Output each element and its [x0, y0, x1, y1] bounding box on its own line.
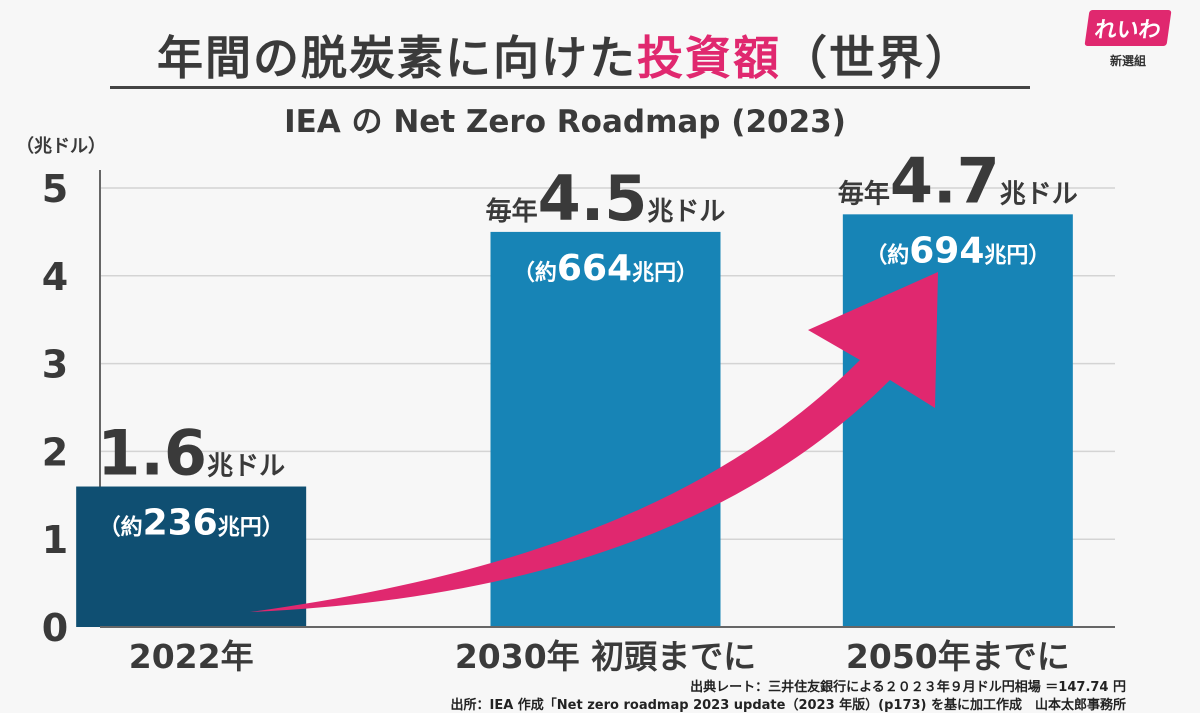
yen-label: （約694兆円） [865, 230, 1050, 271]
yen-label-open: （約 [99, 515, 143, 541]
y-tick-label: 1 [42, 518, 68, 562]
data-label-value: 1.6 [97, 417, 207, 490]
party-logo: れいわ 新選組 [1084, 10, 1172, 74]
page-title: 年間の脱炭素に向けた投資額（世界） [0, 22, 1130, 88]
data-label-unit: 兆ドル [647, 197, 725, 227]
data-label-unit: 兆ドル [1000, 179, 1078, 209]
rate-note: 出典レート：三井住友銀行による２０２３年９月ドル円相場 ＝147.74 円 [690, 680, 1126, 695]
page-subtitle: IEA の Net Zero Roadmap (2023) [284, 104, 846, 140]
x-tick-label: 2050年までに [846, 637, 1070, 676]
title-part-3: 投資額 [637, 31, 781, 85]
y-axis-unit: （兆ドル） [16, 136, 106, 157]
y-tick-label: 3 [42, 343, 68, 387]
y-tick-label: 0 [42, 606, 68, 650]
logo-sub-text: 新選組 [1109, 54, 1146, 68]
data-label-value: 4.7 [890, 144, 1000, 217]
yen-label: （約664兆円） [513, 248, 698, 289]
title-part-2: 脱炭素に向けた [301, 31, 637, 85]
yen-label-value: 694 [909, 230, 984, 271]
title-part-1: 年間の [157, 31, 301, 85]
yen-label: （約236兆円） [99, 503, 284, 544]
data-label-value: 4.5 [538, 162, 648, 235]
y-tick-label: 4 [42, 255, 68, 299]
yen-label-value: 664 [557, 248, 632, 289]
data-label-prefix: 毎年 [838, 178, 890, 209]
data-label: 毎年4.7兆ドル [838, 144, 1078, 217]
y-tick-label: 5 [42, 167, 68, 211]
yen-label-unit: 兆円） [218, 516, 284, 541]
yen-label-unit: 兆円） [984, 243, 1050, 268]
bar [842, 214, 1073, 627]
data-label: 毎年4.5兆ドル [486, 162, 726, 235]
source-note: 出所：IEA 作成「Net zero roadmap 2023 update（2… [450, 698, 1127, 713]
yen-label-value: 236 [143, 503, 218, 544]
data-label: 1.6兆ドル [97, 417, 285, 490]
x-tick-label: 2022年 [129, 637, 254, 676]
y-tick-label: 2 [42, 430, 68, 474]
bar [76, 486, 307, 627]
data-label-unit: 兆ドル [207, 452, 285, 482]
growth-arrow [250, 272, 938, 612]
title-part-4: （世界） [781, 31, 973, 85]
yen-label-open: （約 [865, 242, 909, 268]
yen-label-open: （約 [513, 260, 557, 286]
data-label-prefix: 毎年 [486, 196, 538, 227]
title-divider [110, 86, 1030, 89]
x-tick-label: 2030年 初頭までに [455, 637, 756, 676]
yen-label-unit: 兆円） [632, 261, 698, 286]
